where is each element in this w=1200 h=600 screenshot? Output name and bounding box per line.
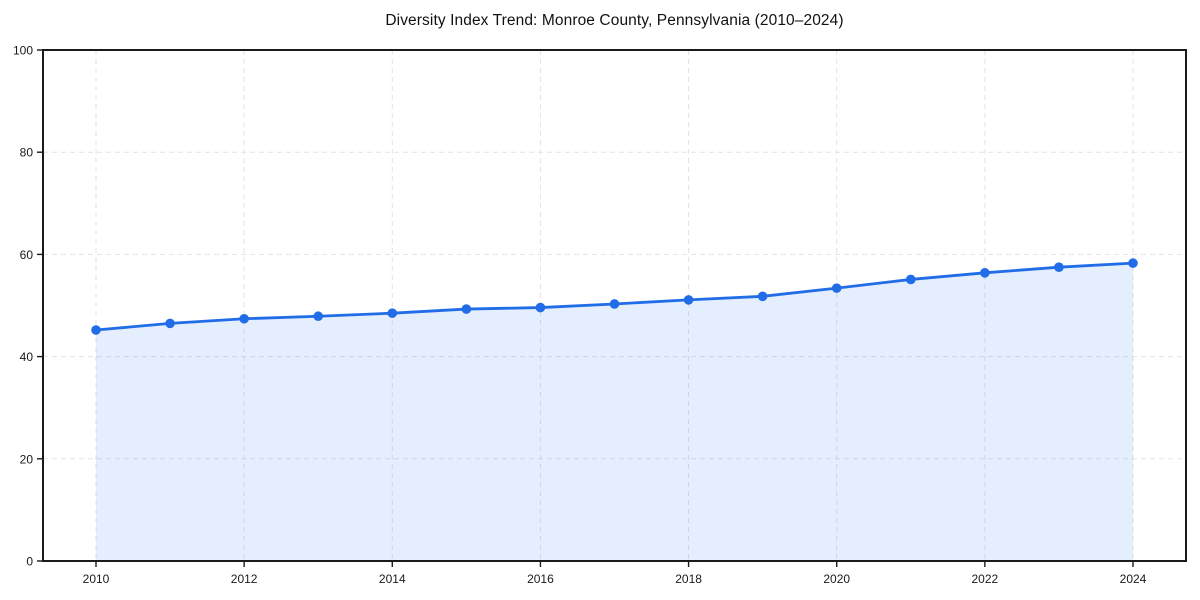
data-point-2023 xyxy=(1054,262,1064,272)
y-tick-label: 100 xyxy=(13,44,33,58)
y-tick-label: 0 xyxy=(26,555,33,569)
x-tick-label: 2018 xyxy=(675,572,702,586)
data-point-2022 xyxy=(980,267,990,278)
data-point-2017 xyxy=(609,299,620,309)
data-point-2015 xyxy=(461,304,472,314)
x-tick-label: 2020 xyxy=(823,572,850,586)
y-tick-label: 20 xyxy=(20,452,34,466)
x-tick-label: 2022 xyxy=(972,572,999,586)
data-point-2011 xyxy=(165,318,175,329)
x-tick-label: 2024 xyxy=(1120,572,1147,586)
data-point-2010 xyxy=(91,325,101,335)
data-point-2014 xyxy=(387,308,398,318)
chart-title: Diversity Index Trend: Monroe County, Pe… xyxy=(385,12,844,29)
x-tick-label: 2010 xyxy=(83,572,110,586)
x-tick-label: 2014 xyxy=(379,572,406,586)
data-point-2012 xyxy=(239,313,249,324)
y-tick-label: 80 xyxy=(20,146,34,160)
area-fill xyxy=(96,263,1133,561)
x-tick-label: 2012 xyxy=(231,572,258,586)
y-tick-label: 40 xyxy=(20,350,34,364)
x-tick-label: 2016 xyxy=(527,572,554,586)
plot-border xyxy=(42,49,1187,562)
data-point-2024 xyxy=(1128,258,1138,268)
data-point-2021 xyxy=(905,274,916,285)
data-point-2019 xyxy=(757,291,768,302)
data-point-2020 xyxy=(831,283,842,293)
data-point-2013 xyxy=(313,311,324,322)
y-tick-label: 60 xyxy=(20,248,34,262)
data-point-2016 xyxy=(535,302,546,313)
data-point-2018 xyxy=(683,295,694,305)
